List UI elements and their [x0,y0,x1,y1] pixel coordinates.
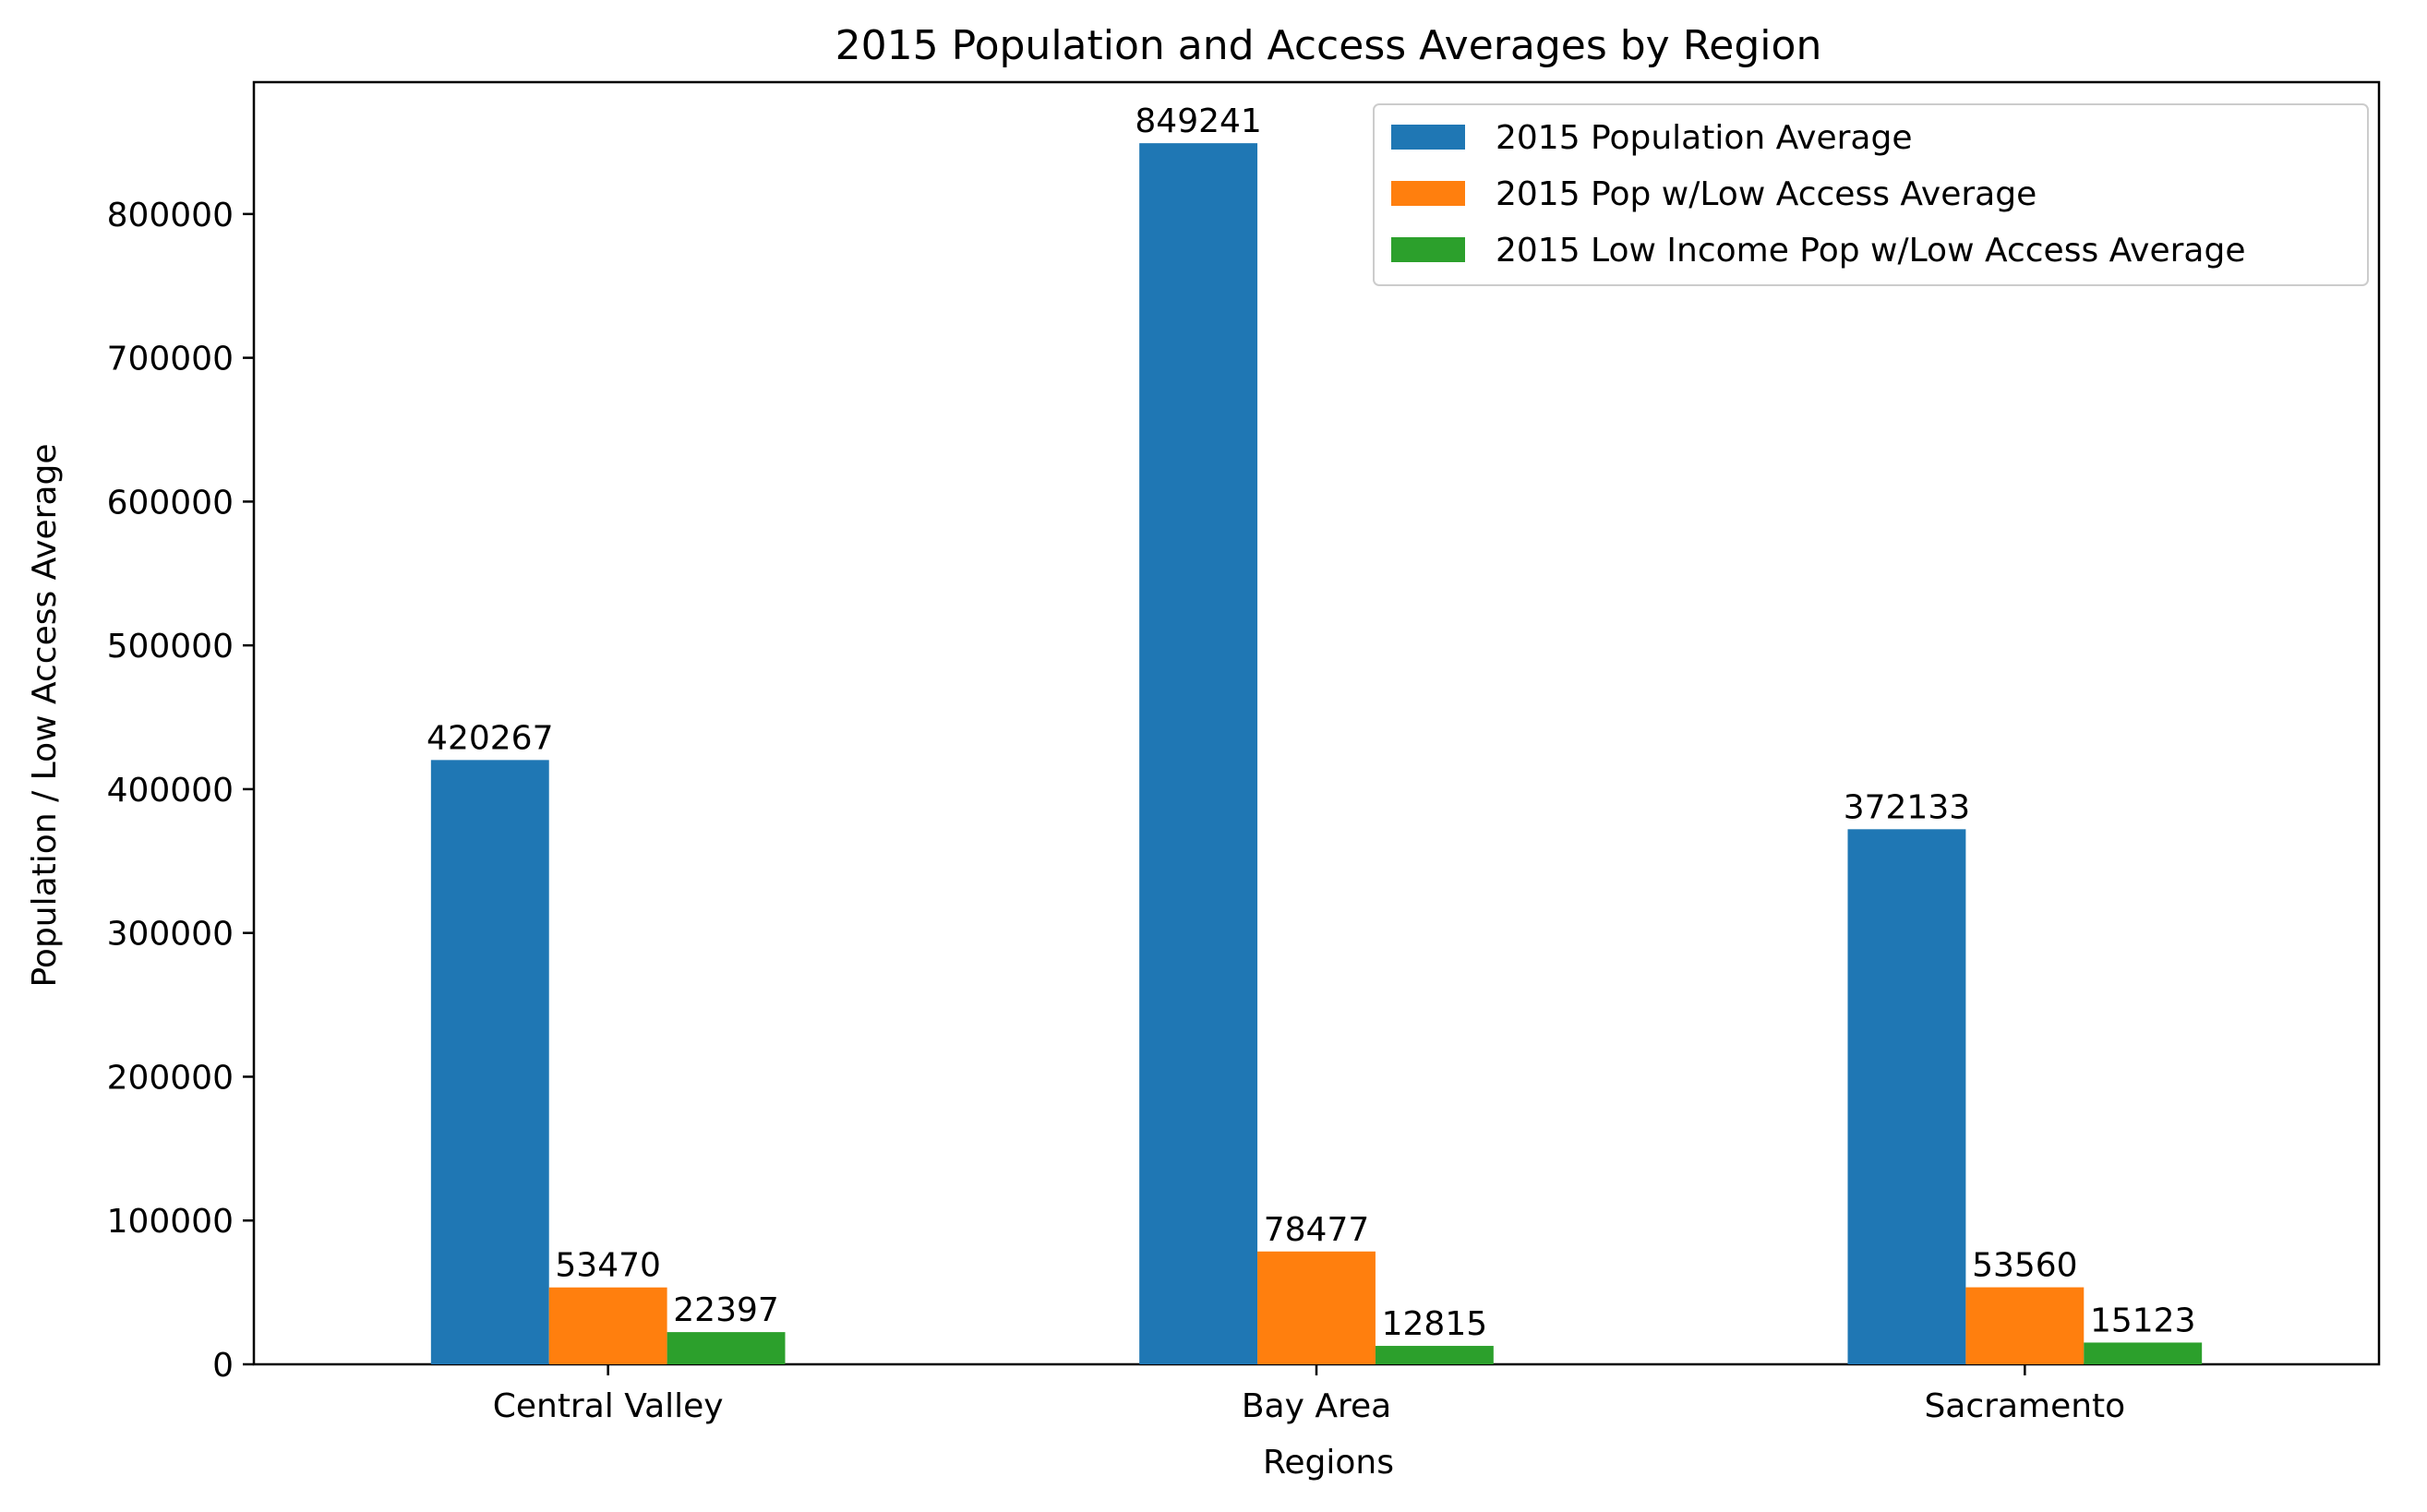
bar [430,760,549,1364]
data-label: 372133 [1844,788,1970,826]
y-axis-label: Population / Low Access Average [26,443,64,987]
x-axis-label: Regions [1263,1444,1394,1482]
y-axis: 0 100000 200000 300000 400000 500000 600000 700… [107,197,254,1385]
data-label: 78477 [1264,1211,1370,1249]
legend: 2015 Population Average 2015 Pop w/Low Ac… [1373,103,2369,286]
bar [548,1287,667,1364]
y-tick-label: 800000 [107,197,234,234]
data-label: 22397 [673,1291,779,1329]
y-tick-label: 700000 [107,341,234,378]
bar [667,1332,786,1364]
bar [1965,1287,2085,1364]
data-labels: 420267 849241 372133 53470 78477 53560 22397 12… [427,102,2195,1343]
bar [1257,1251,1376,1364]
bar [1847,829,1966,1364]
y-tick-label: 200000 [107,1059,234,1097]
x-tick-label: Bay Area [1242,1387,1391,1425]
data-label: 420267 [427,719,553,757]
y-tick-label: 400000 [107,772,234,810]
x-axis: Central Valley Bay Area Sacramento [493,1364,2125,1425]
bar [1139,143,1258,1364]
legend-swatch [1391,125,1465,150]
data-label: 53560 [1972,1247,2078,1285]
x-tick-label: Central Valley [493,1387,724,1425]
chart-title: 2015 Population and Access Averages by R… [835,22,1822,69]
y-tick-label: 0 [212,1347,234,1385]
y-tick-label: 600000 [107,484,234,522]
bar [1375,1346,1494,1364]
data-label: 53470 [555,1247,661,1285]
data-label: 15123 [2090,1302,2196,1339]
y-tick-label: 100000 [107,1203,234,1241]
legend-swatch [1391,181,1465,206]
data-label: 12815 [1382,1305,1488,1343]
legend-label: 2015 Low Income Pop w/Low Access Average [1496,232,2245,270]
data-label: 849241 [1135,102,1261,140]
bars [430,143,2203,1364]
legend-label: 2015 Pop w/Low Access Average [1496,175,2037,213]
legend-swatch [1391,237,1465,262]
legend-box [1373,103,2369,286]
y-tick-label: 300000 [107,916,234,954]
bar [2084,1342,2203,1364]
x-tick-label: Sacramento [1924,1387,2125,1425]
y-tick-label: 500000 [107,628,234,666]
legend-label: 2015 Population Average [1496,119,1912,157]
